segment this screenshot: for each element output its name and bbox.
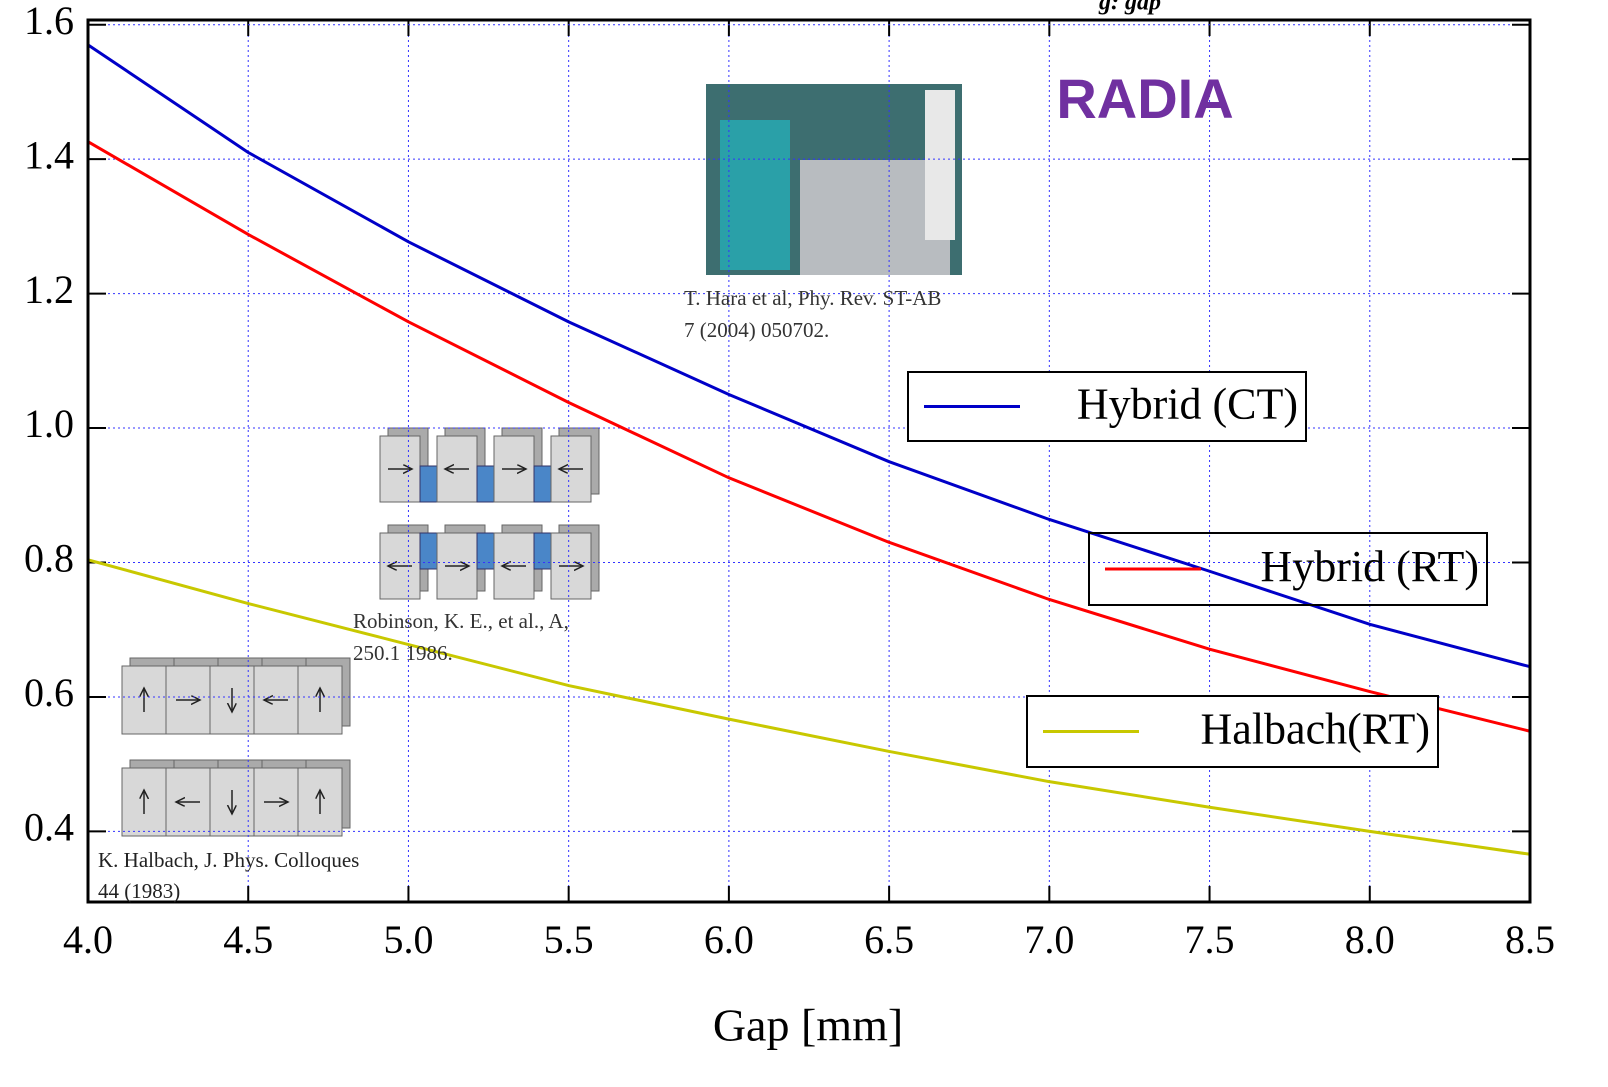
x-tick-label: 6.5 (864, 917, 914, 962)
annotation: K. Halbach, J. Phys. Colloques (98, 848, 359, 872)
annotation: 250.1 1986. (353, 641, 453, 665)
annotation: T. Hara et al, Phy. Rev. ST-AB (684, 286, 941, 310)
y-tick-label: 1.4 (24, 132, 74, 177)
x-tick-label: 8.0 (1345, 917, 1395, 962)
pole (420, 466, 437, 502)
x-tick-label: 6.0 (704, 917, 754, 962)
x-tick-label: 7.0 (1024, 917, 1074, 962)
legend-label: Halbach(RT) (1201, 705, 1430, 754)
pole (477, 466, 494, 502)
pole (477, 533, 494, 569)
legend-label: Hybrid (CT) (1077, 380, 1298, 429)
x-tick-label: 7.5 (1185, 917, 1235, 962)
x-tick-label: 4.0 (63, 917, 113, 962)
pole (534, 466, 551, 502)
x-tick-label: 8.5 (1505, 917, 1555, 962)
y-tick-label: 1.6 (24, 0, 74, 43)
pole (420, 533, 437, 569)
annotation: g: gap (1098, 0, 1161, 16)
chart: Gap [mm] 4.0 4.5 5.0 5.5 6.0 6.5 7.0 7.5 8.0 8.5 0… (0, 0, 1608, 1087)
y-tick-label: 1.2 (24, 267, 74, 312)
x-tick-label: 4.5 (223, 917, 273, 962)
x-tick-label: 5.0 (383, 917, 433, 962)
annotation: RADIA (1056, 67, 1233, 130)
y-tick-label: 0.8 (24, 536, 74, 581)
pole (534, 533, 551, 569)
y-tick-label: 0.4 (24, 805, 74, 850)
annotation: Robinson, K. E., et al., A, (353, 609, 569, 633)
photo-detail (720, 120, 790, 270)
x-axis-label: Gap [mm] (713, 1000, 903, 1051)
photo-detail (925, 90, 955, 240)
annotation: 44 (1983) (98, 879, 180, 903)
y-tick-label: 1.0 (24, 401, 74, 446)
y-tick-label: 0.6 (24, 670, 74, 715)
annotation: 7 (2004) 050702. (684, 318, 829, 342)
x-tick-label: 5.5 (544, 917, 594, 962)
legend-label: Hybrid (RT) (1260, 542, 1479, 591)
